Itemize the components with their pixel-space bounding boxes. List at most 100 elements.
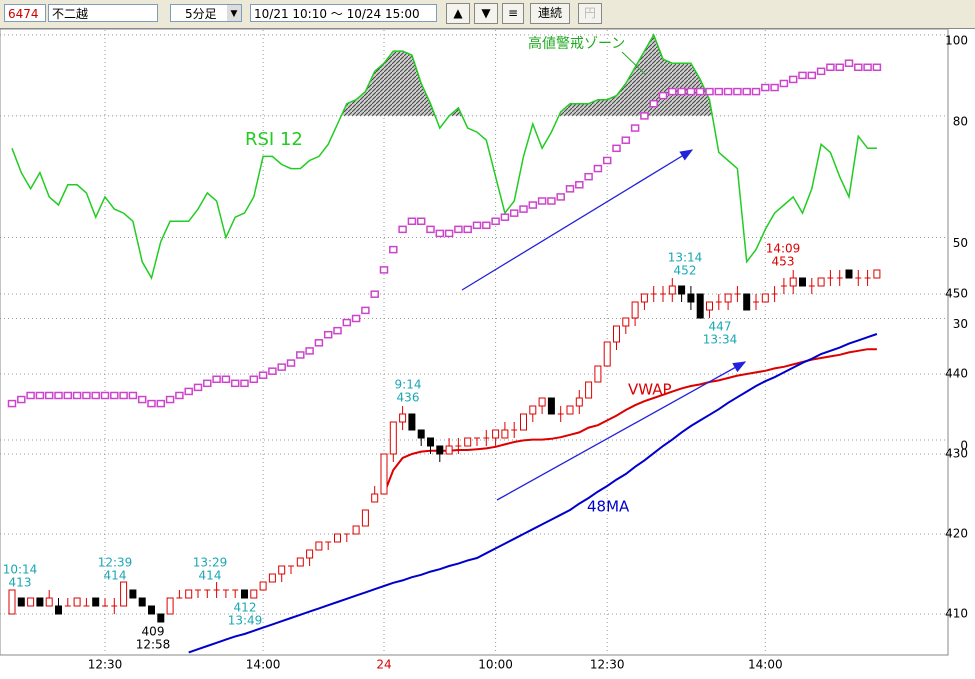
series-label: 48MA bbox=[587, 498, 630, 516]
indicator-box bbox=[621, 136, 631, 144]
indicator-box bbox=[491, 217, 500, 226]
candle-body bbox=[148, 605, 155, 615]
indicator-box bbox=[649, 99, 658, 108]
zone-label: 高値警戒ゾーン bbox=[528, 35, 625, 52]
annotation: 10:14 bbox=[3, 563, 38, 577]
indicator-box bbox=[826, 63, 835, 72]
indicator-box bbox=[323, 330, 333, 339]
x-tick-label: 12:30 bbox=[590, 658, 625, 672]
indicator-box bbox=[221, 375, 231, 384]
candle-body bbox=[361, 509, 369, 527]
indicator-box bbox=[416, 217, 426, 226]
continuous-button[interactable]: 連続 bbox=[530, 3, 570, 24]
indicator-box bbox=[165, 395, 175, 404]
candle-body bbox=[799, 277, 806, 287]
annotation: 409 bbox=[142, 625, 165, 639]
interval-select[interactable]: 5分足 ▼ bbox=[170, 4, 242, 22]
annotation: 447 bbox=[709, 320, 732, 334]
menu-button[interactable]: ≡ bbox=[502, 3, 524, 24]
indicator-box bbox=[677, 87, 686, 96]
candle-body bbox=[501, 429, 509, 439]
indicator-box bbox=[761, 83, 770, 92]
indicator-box bbox=[35, 391, 45, 400]
candle-body bbox=[334, 533, 341, 543]
y2-tick-label: 80 bbox=[953, 114, 968, 128]
candle-body bbox=[399, 413, 407, 423]
candle-body bbox=[613, 325, 620, 343]
y2-tick-label: 30 bbox=[953, 317, 968, 331]
indicator-box bbox=[463, 225, 472, 234]
x-tick-label: 14:00 bbox=[246, 658, 281, 672]
candle-body bbox=[817, 277, 825, 287]
indicator-box bbox=[351, 314, 361, 323]
annotation: 413 bbox=[9, 576, 32, 590]
indicator-box bbox=[454, 225, 463, 234]
candle-body bbox=[315, 541, 323, 551]
candle-body bbox=[594, 365, 602, 383]
down-button[interactable]: ▼ bbox=[474, 3, 498, 24]
candle-body bbox=[120, 581, 128, 607]
y-tick-label: 450 bbox=[945, 287, 968, 301]
y-tick-label: 420 bbox=[945, 527, 968, 541]
indicator-box bbox=[723, 87, 733, 96]
candle-body bbox=[157, 613, 165, 623]
code-field[interactable]: 6474 bbox=[4, 4, 46, 22]
indicator-box bbox=[268, 367, 277, 375]
up-button[interactable]: ▲ bbox=[446, 3, 470, 24]
indicator-box bbox=[547, 197, 556, 205]
y-tick-label: 440 bbox=[945, 367, 968, 381]
indicator-box bbox=[602, 156, 612, 165]
candle-body bbox=[259, 581, 267, 591]
candle-body bbox=[436, 445, 444, 455]
indicator-box bbox=[44, 391, 54, 400]
annotation: 13:49 bbox=[228, 614, 263, 628]
indicator-box bbox=[54, 391, 63, 400]
candle-body bbox=[706, 301, 713, 311]
yen-button[interactable]: 円 bbox=[578, 3, 602, 24]
candle-body bbox=[566, 405, 574, 415]
indicator-box bbox=[509, 209, 519, 217]
plot-area bbox=[0, 28, 949, 656]
series-line bbox=[383, 348, 877, 495]
indicator-box bbox=[612, 144, 621, 153]
indicator-box bbox=[835, 63, 844, 72]
indicator-box bbox=[91, 391, 100, 400]
indicator-box bbox=[593, 164, 603, 173]
indicator-box bbox=[175, 391, 184, 400]
interval-text: 5分足 bbox=[185, 7, 217, 21]
indicator-box bbox=[147, 399, 156, 408]
candle-body bbox=[743, 293, 751, 311]
annotation: 13:29 bbox=[193, 556, 228, 570]
indicator-box bbox=[128, 391, 138, 400]
indicator-box bbox=[240, 379, 249, 388]
annotation: 414 bbox=[104, 569, 127, 583]
candle-body bbox=[640, 293, 648, 303]
candle-body bbox=[724, 293, 732, 303]
indicator-box bbox=[156, 399, 166, 408]
annotation: 453 bbox=[772, 255, 795, 269]
indicator-box bbox=[119, 391, 128, 400]
candle-body bbox=[296, 557, 304, 567]
candle-body bbox=[687, 293, 695, 303]
candle-body bbox=[845, 269, 853, 279]
candle-body bbox=[575, 397, 583, 407]
indicator-box bbox=[63, 391, 73, 400]
indicator-box bbox=[844, 59, 854, 67]
indicator-box bbox=[17, 395, 26, 404]
indicator-box bbox=[72, 391, 82, 400]
indicator-box bbox=[714, 87, 724, 96]
indicator-box bbox=[212, 375, 221, 384]
candle-body bbox=[45, 597, 53, 607]
candle-body bbox=[547, 397, 555, 415]
annotation: 436 bbox=[397, 391, 420, 405]
indicator-box bbox=[370, 290, 379, 298]
candle-body bbox=[92, 597, 100, 607]
candle-body bbox=[464, 437, 472, 447]
range-field[interactable]: 10/21 10:10 ～ 10/24 15:00 bbox=[250, 4, 437, 22]
y-tick-label: 430 bbox=[945, 447, 968, 461]
indicator-box bbox=[286, 359, 296, 367]
name-field[interactable]: 不二越 bbox=[48, 4, 158, 22]
indicator-box bbox=[482, 221, 491, 230]
indicator-box bbox=[863, 63, 872, 72]
indicator-box bbox=[203, 379, 212, 388]
